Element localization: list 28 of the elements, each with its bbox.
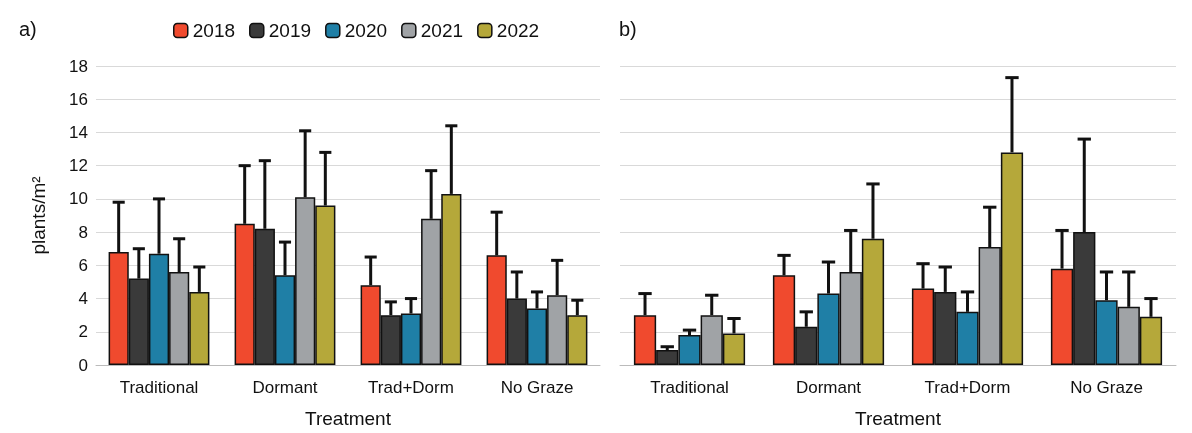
- legend-label: 2018: [192, 20, 236, 41]
- x-tick-label: No Graze: [500, 378, 574, 397]
- y-tick-label: 6: [78, 255, 88, 275]
- y-axis-title: plants/m²: [28, 176, 49, 255]
- y-tick-label: 12: [69, 156, 88, 176]
- x-tick-label: Traditional: [119, 378, 199, 397]
- y-tick-label: 2: [78, 322, 88, 342]
- x-tick-label: Dormant: [795, 378, 862, 397]
- y-tick-label: 0: [78, 355, 88, 375]
- y-tick-label: 16: [69, 89, 88, 109]
- x-tick-label: Dormant: [252, 378, 318, 397]
- legend-label: 2020: [344, 20, 388, 41]
- y-tick-label: 14: [69, 122, 88, 142]
- chart-title: a): [19, 18, 37, 40]
- x-tick-label: Trad+Dorm: [368, 378, 454, 397]
- legend-label: 2022: [496, 20, 540, 41]
- x-tick-label: Trad+Dorm: [924, 378, 1011, 397]
- x-axis-title: Treatment: [305, 408, 392, 429]
- x-tick-label: No Graze: [1070, 378, 1143, 397]
- x-axis-title: Treatment: [855, 408, 942, 429]
- chart-title: b): [619, 18, 637, 40]
- legend-label: 2019: [268, 20, 312, 41]
- y-tick-label: 18: [69, 56, 88, 76]
- y-tick-label: 10: [69, 189, 88, 209]
- legend-label: 2021: [420, 20, 464, 41]
- y-tick-label: 4: [78, 289, 88, 309]
- x-tick-label: Traditional: [650, 378, 729, 397]
- y-tick-label: 8: [78, 222, 88, 242]
